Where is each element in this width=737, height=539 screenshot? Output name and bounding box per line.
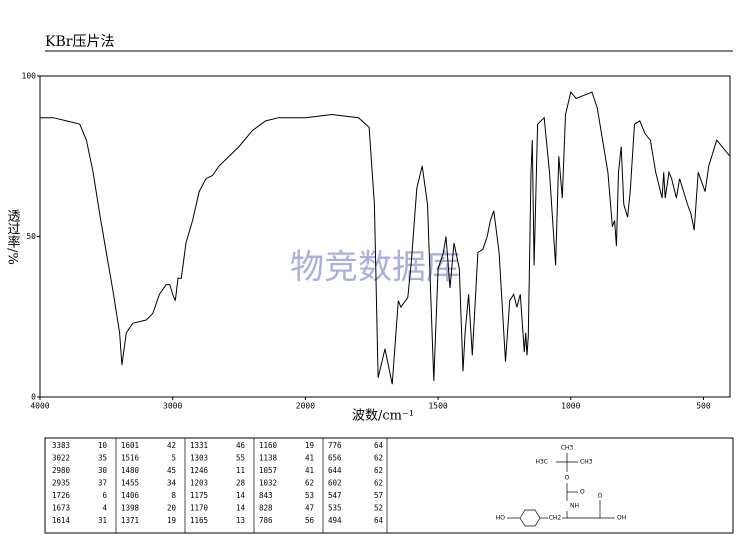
peak-transmittance: 47 xyxy=(305,504,314,513)
peak-wavenumber: 1601 xyxy=(121,441,139,450)
structure-label: O xyxy=(565,475,570,482)
peak-wavenumber: 828 xyxy=(259,504,273,513)
peak-transmittance: 64 xyxy=(374,516,384,525)
peak-wavenumber: 1246 xyxy=(190,466,209,475)
structure-label: CH3 xyxy=(580,459,593,466)
peak-transmittance: 45 xyxy=(167,466,176,475)
peak-wavenumber: 494 xyxy=(328,516,342,525)
peak-transmittance: 14 xyxy=(236,504,246,513)
peak-wavenumber: 843 xyxy=(259,491,273,500)
peak-wavenumber: 1203 xyxy=(190,479,208,488)
peak-transmittance: 55 xyxy=(236,454,245,463)
structure-label: HO xyxy=(496,515,506,522)
peak-transmittance: 46 xyxy=(236,441,246,450)
peak-transmittance: 62 xyxy=(305,479,314,488)
peak-transmittance: 4 xyxy=(102,504,107,513)
structure-label: O xyxy=(598,493,603,500)
x-tick-label: 1000 xyxy=(561,402,580,411)
peak-wavenumber: 2980 xyxy=(52,466,71,475)
peak-wavenumber: 1614 xyxy=(52,516,71,525)
peak-transmittance: 62 xyxy=(374,466,383,475)
peak-wavenumber: 656 xyxy=(328,454,342,463)
peak-wavenumber: 3383 xyxy=(52,441,70,450)
peak-transmittance: 11 xyxy=(236,466,245,475)
peak-wavenumber: 1398 xyxy=(121,504,140,513)
peak-wavenumber: 786 xyxy=(259,516,273,525)
y-tick-label: 100 xyxy=(22,72,37,81)
peak-transmittance: 35 xyxy=(98,454,107,463)
structure-label: H3C xyxy=(535,459,548,466)
peak-wavenumber: 1138 xyxy=(259,454,278,463)
peak-transmittance: 10 xyxy=(98,441,108,450)
peak-wavenumber: 535 xyxy=(328,504,342,513)
y-tick-label: 50 xyxy=(26,232,36,241)
peak-transmittance: 52 xyxy=(374,504,383,513)
peak-transmittance: 42 xyxy=(167,441,176,450)
peak-wavenumber: 2935 xyxy=(52,479,70,488)
peak-wavenumber: 547 xyxy=(328,491,342,500)
spectrum-line xyxy=(40,91,731,385)
peak-transmittance: 6 xyxy=(102,491,107,500)
chart-title: KBr压片法 xyxy=(45,34,114,50)
structure-label: NH xyxy=(570,503,579,510)
x-tick-label: 3000 xyxy=(163,402,182,411)
peak-transmittance: 64 xyxy=(374,441,384,450)
peak-transmittance: 41 xyxy=(305,466,314,475)
peak-transmittance: 62 xyxy=(374,454,383,463)
x-axis-label: 波数/cm⁻¹ xyxy=(352,409,414,424)
peak-wavenumber: 1057 xyxy=(259,466,277,475)
structure-label: OH xyxy=(617,515,626,522)
structure-label: CH2 xyxy=(549,515,562,522)
peak-transmittance: 37 xyxy=(98,479,107,488)
x-tick-label: 4000 xyxy=(30,402,49,411)
y-tick-label: 0 xyxy=(31,393,36,402)
y-axis-label: 透过率/% xyxy=(5,209,21,265)
peak-wavenumber: 3022 xyxy=(52,454,70,463)
peak-transmittance: 41 xyxy=(305,454,314,463)
peak-wavenumber: 1303 xyxy=(190,454,208,463)
peak-wavenumber: 1406 xyxy=(121,491,140,500)
peak-transmittance: 20 xyxy=(167,504,177,513)
peak-transmittance: 34 xyxy=(167,479,177,488)
peak-transmittance: 28 xyxy=(236,479,246,488)
peak-transmittance: 53 xyxy=(305,491,314,500)
peak-wavenumber: 1165 xyxy=(190,516,208,525)
peak-table-frame xyxy=(44,437,734,534)
structure-bonds xyxy=(507,453,615,527)
peak-wavenumber: 1175 xyxy=(190,491,208,500)
peak-wavenumber: 776 xyxy=(328,441,342,450)
peak-wavenumber: 1371 xyxy=(121,516,139,525)
peak-wavenumber: 1516 xyxy=(121,454,140,463)
peak-transmittance: 5 xyxy=(171,454,176,463)
peak-wavenumber: 1455 xyxy=(121,479,139,488)
structure-label: O xyxy=(580,489,585,496)
peak-wavenumber: 1331 xyxy=(190,441,208,450)
structure-label: CH3 xyxy=(561,445,574,452)
peak-wavenumber: 1726 xyxy=(52,491,71,500)
x-tick-label: 2000 xyxy=(296,402,315,411)
peak-wavenumber: 644 xyxy=(328,466,342,475)
x-tick-label: 500 xyxy=(696,402,711,411)
peak-transmittance: 14 xyxy=(236,491,246,500)
peak-transmittance: 31 xyxy=(98,516,107,525)
peak-wavenumber: 1480 xyxy=(121,466,140,475)
peak-transmittance: 30 xyxy=(98,466,108,475)
x-tick-label: 1500 xyxy=(428,402,447,411)
peak-wavenumber: 1160 xyxy=(259,441,278,450)
peak-transmittance: 62 xyxy=(374,479,383,488)
peak-transmittance: 8 xyxy=(171,491,176,500)
peak-wavenumber: 1032 xyxy=(259,479,277,488)
peak-wavenumber: 1170 xyxy=(190,504,209,513)
peak-transmittance: 56 xyxy=(305,516,315,525)
peak-transmittance: 19 xyxy=(305,441,314,450)
peak-transmittance: 19 xyxy=(167,516,176,525)
peak-transmittance: 57 xyxy=(374,491,383,500)
peak-wavenumber: 1673 xyxy=(52,504,70,513)
peak-transmittance: 13 xyxy=(236,516,245,525)
peak-wavenumber: 602 xyxy=(328,479,342,488)
